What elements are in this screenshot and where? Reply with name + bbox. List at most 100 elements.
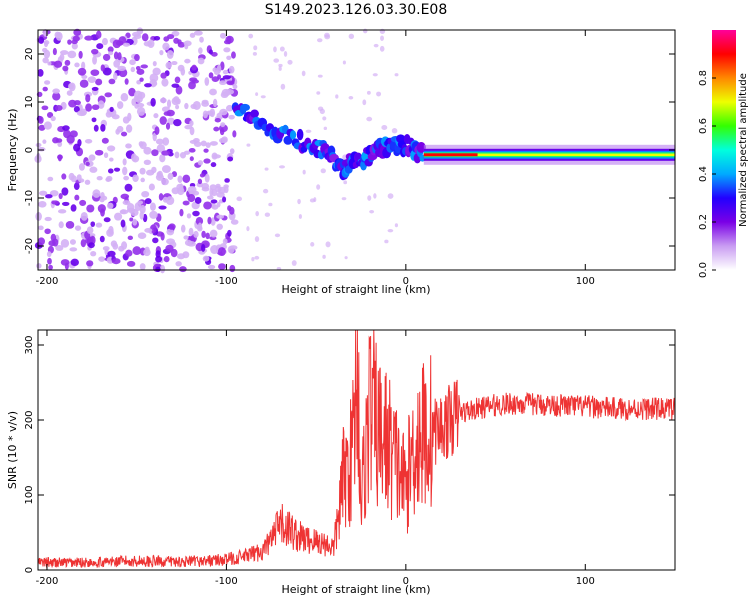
colorbar-tick-label: 0.0 <box>698 262 709 278</box>
spectrogram-noise-blob <box>211 204 219 210</box>
spectrogram-noise-blob <box>324 32 330 38</box>
spectrogram-noise-blob <box>151 149 159 157</box>
spectrogram-noise-blob <box>90 69 100 76</box>
spectrogram-y-tick-label: 10 <box>24 96 35 109</box>
spectrogram-noise-blob <box>37 237 45 246</box>
spectrogram-noise-blob <box>72 35 80 42</box>
spectrogram-noise-blob <box>139 263 146 271</box>
spectrogram-noise-blob <box>68 83 74 90</box>
spectrogram-noise-blob <box>254 236 260 242</box>
spectrogram-noise-blob <box>67 39 72 45</box>
spectrogram-noise-blob <box>322 254 326 259</box>
spectrogram-noise-blob <box>232 130 237 138</box>
spectrogram-noise-blob <box>70 204 77 212</box>
spectrogram-noise-blob <box>229 264 236 273</box>
spectrogram-noise-blob <box>125 124 133 133</box>
spectrogram-noise-blob <box>130 66 136 73</box>
spectrogram-noise-blob <box>305 129 312 134</box>
spectrogram-noise-blob <box>323 126 328 131</box>
spectrogram-noise-blob <box>211 76 220 83</box>
spectrogram-noise-blob <box>84 138 93 144</box>
spectrogram-noise-blob <box>44 216 52 222</box>
spectrogram-noise-blob <box>144 83 152 88</box>
spectrogram-noise-blob <box>108 78 116 85</box>
snr-frame <box>37 329 676 571</box>
spectrogram-noise-blob <box>101 37 108 46</box>
spectrogram-noise-blob <box>60 50 69 56</box>
spectrogram-noise-blob <box>69 247 78 252</box>
spectrogram-noise-blob <box>227 245 235 254</box>
spectrogram-noise-blob <box>246 226 250 232</box>
spectrogram-noise-blob <box>171 30 180 37</box>
spectrogram-noise-blob <box>141 33 149 42</box>
spectrogram-noise-blob <box>216 64 222 74</box>
colorbar-tick-label: 0.6 <box>698 118 709 134</box>
snr-x-tick-label: 100 <box>576 576 595 587</box>
spectrogram-noise-blob <box>76 110 86 117</box>
spectrogram-noise-blob <box>122 42 131 47</box>
spectrogram-noise-blob <box>152 237 159 244</box>
spectrogram-noise-blob <box>95 30 102 39</box>
spectrogram-track-blob <box>296 128 304 141</box>
spectrogram-noise-blob <box>291 260 297 266</box>
spectrogram-noise-blob <box>35 142 42 148</box>
spectrogram-noise-blob <box>132 246 142 256</box>
spectrogram-noise-blob <box>202 110 209 119</box>
spectrogram-noise-blob <box>203 148 209 153</box>
colorbar: 0.0 0.2 0.4 0.6 0.8 Normalized spectral ampl… <box>698 30 749 278</box>
spectrogram-noise-blob <box>309 198 316 203</box>
spectrogram-noise-blob <box>210 199 218 204</box>
spectrogram-noise-blob <box>180 67 186 76</box>
spectrogram-noise-blob <box>202 255 210 262</box>
spectrogram-noise-blob <box>46 251 52 258</box>
spectrogram-noise-blob <box>166 228 175 236</box>
spectrogram-noise-blob <box>366 116 373 122</box>
spectrogram-noise-blob <box>167 117 175 125</box>
spectrogram-noise-blob <box>208 72 214 79</box>
spectrogram-noise-blob <box>136 102 145 108</box>
spectrogram-noise-blob <box>109 157 114 162</box>
spectrogram-noise-blob <box>207 264 216 270</box>
spectrogram-noise-blob <box>138 141 144 147</box>
spectrogram-noise-blob <box>209 229 218 238</box>
spectrogram-noise-blob <box>132 174 139 182</box>
spectrogram-noise-blob <box>45 194 53 199</box>
spectrogram-track-blob <box>239 103 250 112</box>
spectrogram-noise-blob <box>298 214 302 219</box>
spectrogram-noise-blob <box>209 88 217 96</box>
spectrogram-noise-blob <box>216 214 225 219</box>
spectrogram-noise-blob <box>44 228 51 235</box>
spectrogram-noise-blob <box>335 94 339 99</box>
spectrogram-noise-blob <box>209 188 214 197</box>
spectrogram-noise-blob <box>102 67 112 76</box>
spectrogram-noise-blob <box>194 197 202 204</box>
spectrogram-noise-blob <box>86 204 95 213</box>
spectrogram-noise-blob <box>387 228 394 233</box>
spectrogram-noise-blob <box>67 50 77 59</box>
snr-y-tick-label: 300 <box>24 335 35 354</box>
spectrogram-noise-blob <box>173 96 180 103</box>
spectrogram-noise-blob <box>369 209 375 214</box>
spectrogram-noise-blob <box>273 46 277 53</box>
carrier-core <box>477 153 675 156</box>
spectrogram-noise-blob <box>226 55 232 61</box>
colorbar-tick-label: 0.2 <box>698 214 709 230</box>
spectrogram-noise-blob <box>41 105 49 111</box>
spectrogram-noise-blob <box>212 154 221 159</box>
spectrogram-noise-blob <box>208 49 213 55</box>
spectrogram-noise-blob <box>379 45 385 52</box>
spectrogram-noise-blob <box>216 223 223 230</box>
spectrogram-noise-blob <box>221 136 228 143</box>
snr-x-tick-label: -100 <box>215 576 238 587</box>
spectrogram-noise-blob <box>120 131 128 137</box>
spectrogram-noise-blob <box>87 76 97 83</box>
spectrogram-noise-blob <box>207 216 212 225</box>
spectrogram-noise-blob <box>128 87 136 97</box>
spectrogram-noise-blob <box>137 232 147 240</box>
spectrogram-noise-blob <box>214 117 221 123</box>
spectrogram-noise-blob <box>70 258 79 267</box>
spectrogram-noise-blob <box>226 80 235 86</box>
spectrogram-noise-blob <box>107 250 116 257</box>
spectrogram-noise-blob <box>165 244 174 252</box>
